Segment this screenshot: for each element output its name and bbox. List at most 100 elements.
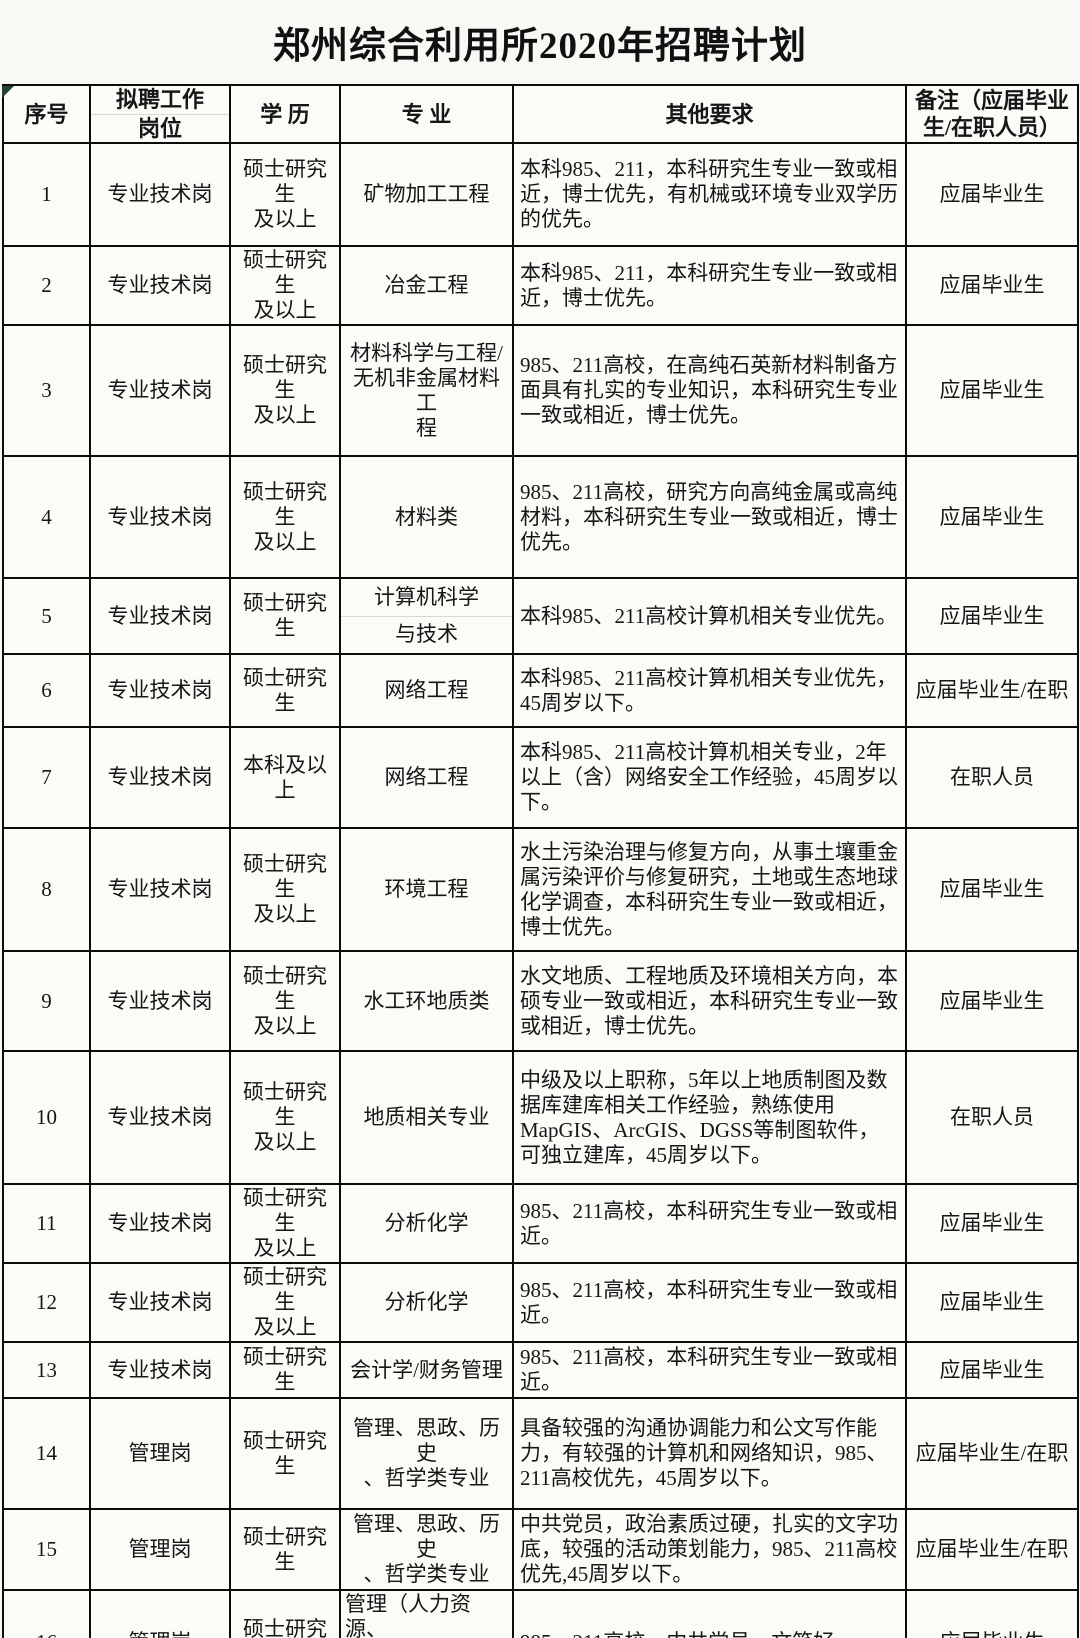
cell-post: 专业技术岗 bbox=[89, 1341, 231, 1399]
recruitment-table: 序号 拟聘工作 岗位 学 历 专 业 其他要求 备注（应届毕业 生/在职人员） … bbox=[2, 84, 1079, 1638]
cell-post: 专业技术岗 bbox=[89, 577, 231, 655]
cell-remark: 应届毕业生 bbox=[905, 142, 1079, 247]
cell-no: 4 bbox=[2, 455, 91, 579]
cell-major: 冶金工程 bbox=[339, 245, 514, 326]
cell-education: 硕士研究生 bbox=[229, 1589, 341, 1638]
cell-requirements: 中级及以上职称，5年以上地质制图及数据库建库相关工作经验，熟练使用MapGIS、… bbox=[512, 1050, 907, 1185]
header-index: 序号 bbox=[2, 84, 91, 144]
cell-major: 地质相关专业 bbox=[339, 1050, 514, 1185]
cell-education: 硕士研究生 及以上 bbox=[229, 324, 341, 457]
cell-post: 专业技术岗 bbox=[89, 950, 231, 1052]
cell-major: 管理（人力资源、 财务等）、中文、 会计。 bbox=[339, 1589, 514, 1638]
cell-remark: 应届毕业生/在职 bbox=[905, 1508, 1079, 1591]
cell-education: 硕士研究生 及以上 bbox=[229, 1183, 341, 1264]
header-position-line1: 拟聘工作 bbox=[92, 87, 228, 115]
cell-remark: 在职人员 bbox=[905, 1050, 1079, 1185]
header-other-requirements: 其他要求 bbox=[512, 84, 907, 144]
cell-education: 硕士研究生 bbox=[229, 577, 341, 655]
cell-no: 5 bbox=[2, 577, 91, 655]
cell-no: 9 bbox=[2, 950, 91, 1052]
table-row: 3 专业技术岗 硕士研究生 及以上 材料科学与工程/ 无机非金属材料工 程 98… bbox=[2, 324, 1079, 457]
cell-remark: 在职人员 bbox=[905, 726, 1079, 829]
table-row: 9 专业技术岗 硕士研究生 及以上 水工环地质类 水文地质、工程地质及环境相关方… bbox=[2, 950, 1079, 1052]
table-row: 8 专业技术岗 硕士研究生 及以上 环境工程 水土污染治理与修复方向，从事土壤重… bbox=[2, 827, 1079, 952]
cell-major: 分析化学 bbox=[339, 1262, 514, 1343]
cell-education: 硕士研究生 及以上 bbox=[229, 950, 341, 1052]
cell-no: 12 bbox=[2, 1262, 91, 1343]
table-row: 4 专业技术岗 硕士研究生 及以上 材料类 985、211高校，研究方向高纯金属… bbox=[2, 455, 1079, 579]
cell-remark: 应届毕业生 bbox=[905, 1183, 1079, 1264]
table-header-row: 序号 拟聘工作 岗位 学 历 专 业 其他要求 备注（应届毕业 生/在职人员） bbox=[2, 84, 1079, 144]
cell-post: 专业技术岗 bbox=[89, 726, 231, 829]
cell-requirements: 水文地质、工程地质及环境相关方向，本硕专业一致或相近，本科研究生专业一致或相近，… bbox=[512, 950, 907, 1052]
page-title: 郑州综合利用所2020年招聘计划 bbox=[273, 26, 807, 67]
cell-education: 硕士研究生 及以上 bbox=[229, 1262, 341, 1343]
cell-requirements: 985，211高校，中共党员，文笔好 。 bbox=[512, 1589, 907, 1638]
cell-requirements: 中共党员，政治素质过硬，扎实的文字功底，较强的活动策划能力，985、211高校优… bbox=[512, 1508, 907, 1591]
table-row: 7 专业技术岗 本科及以上 网络工程 本科985、211高校计算机相关专业，2年… bbox=[2, 726, 1079, 829]
cell-no: 11 bbox=[2, 1183, 91, 1264]
cell-requirements: 本科985、211，本科研究生专业一致或相近，博士优先，有机械或环境专业双学历的… bbox=[512, 142, 907, 247]
cell-remark: 应届毕业生 bbox=[905, 324, 1079, 457]
cell-post: 管理岗 bbox=[89, 1397, 231, 1510]
cell-no: 16 bbox=[2, 1589, 91, 1638]
cell-remark: 应届毕业生 bbox=[905, 827, 1079, 952]
cell-no: 14 bbox=[2, 1397, 91, 1510]
cell-no: 6 bbox=[2, 653, 91, 728]
table-row: 2 专业技术岗 硕士研究生 及以上 冶金工程 本科985、211，本科研究生专业… bbox=[2, 245, 1079, 326]
cell-requirements: 水土污染治理与修复方向，从事土壤重金属污染评价与修复研究，土地或生态地球化学调查… bbox=[512, 827, 907, 952]
cell-no: 7 bbox=[2, 726, 91, 829]
cell-major: 管理、思政、历史 、哲学类专业 bbox=[339, 1397, 514, 1510]
cell-no: 8 bbox=[2, 827, 91, 952]
cell-education: 硕士研究生 bbox=[229, 653, 341, 728]
cell-major: 环境工程 bbox=[339, 827, 514, 952]
cell-remark: 应届毕业生 bbox=[905, 950, 1079, 1052]
table-row: 13 专业技术岗 硕士研究生 会计学/财务管理 985、211高校，本科研究生专… bbox=[2, 1341, 1079, 1399]
cell-requirements: 本科985、211，本科研究生专业一致或相近，博士优先。 bbox=[512, 245, 907, 326]
cell-education: 硕士研究生 及以上 bbox=[229, 1050, 341, 1185]
cell-major-line1: 计算机科学 bbox=[342, 580, 511, 617]
table-row: 15 管理岗 硕士研究生 管理、思政、历史 、哲学类专业 中共党员，政治素质过硬… bbox=[2, 1508, 1079, 1591]
table-row: 12 专业技术岗 硕士研究生 及以上 分析化学 985、211高校，本科研究生专… bbox=[2, 1262, 1079, 1343]
cell-requirements: 985、211高校，在高纯石英新材料制备方面具有扎实的专业知识，本科研究生专业一… bbox=[512, 324, 907, 457]
cell-requirements: 985、211高校，本科研究生专业一致或相近。 bbox=[512, 1262, 907, 1343]
cell-major: 材料科学与工程/ 无机非金属材料工 程 bbox=[339, 324, 514, 457]
cell-post: 专业技术岗 bbox=[89, 1050, 231, 1185]
cell-post: 管理岗 bbox=[89, 1508, 231, 1591]
cell-post: 专业技术岗 bbox=[89, 653, 231, 728]
cell-education: 本科及以上 bbox=[229, 726, 341, 829]
cell-requirements: 本科985、211高校计算机相关专业优先。 bbox=[512, 577, 907, 655]
cell-education: 硕士研究生 bbox=[229, 1508, 341, 1591]
scan-artifact bbox=[2, 86, 14, 98]
cell-education: 硕士研究生 及以上 bbox=[229, 827, 341, 952]
cell-education: 硕士研究生 及以上 bbox=[229, 142, 341, 247]
cell-no: 2 bbox=[2, 245, 91, 326]
cell-major-line2: 与技术 bbox=[395, 622, 458, 647]
cell-major: 水工环地质类 bbox=[339, 950, 514, 1052]
cell-no: 1 bbox=[2, 142, 91, 247]
cell-requirements: 985、211高校，本科研究生专业一致或相近。 bbox=[512, 1341, 907, 1399]
table-row: 6 专业技术岗 硕士研究生 网络工程 本科985、211高校计算机相关专业优先，… bbox=[2, 653, 1079, 728]
cell-requirements: 985、211高校，研究方向高纯金属或高纯材料，本科研究生专业一致或相近，博士优… bbox=[512, 455, 907, 579]
cell-post: 管理岗 bbox=[89, 1589, 231, 1638]
cell-major: 矿物加工工程 bbox=[339, 142, 514, 247]
cell-post: 专业技术岗 bbox=[89, 1183, 231, 1264]
table-row: 5 专业技术岗 硕士研究生 计算机科学 与技术 本科985、211高校计算机相关… bbox=[2, 577, 1079, 655]
cell-no: 15 bbox=[2, 1508, 91, 1591]
header-position-line2: 岗位 bbox=[137, 115, 182, 141]
cell-remark: 应届毕业生/在职 bbox=[905, 1397, 1079, 1510]
cell-remark: 应届毕业生 bbox=[905, 245, 1079, 326]
cell-remark: 应届毕业生 bbox=[905, 577, 1079, 655]
header-position: 拟聘工作 岗位 bbox=[89, 84, 231, 144]
cell-major: 会计学/财务管理 bbox=[339, 1341, 514, 1399]
table-row: 1 专业技术岗 硕士研究生 及以上 矿物加工工程 本科985、211，本科研究生… bbox=[2, 142, 1079, 247]
cell-remark: 应届毕业生/在职 bbox=[905, 653, 1079, 728]
cell-major: 管理、思政、历史 、哲学类专业 bbox=[339, 1508, 514, 1591]
table-row: 10 专业技术岗 硕士研究生 及以上 地质相关专业 中级及以上职称，5年以上地质… bbox=[2, 1050, 1079, 1185]
cell-requirements: 本科985、211高校计算机相关专业优先，45周岁以下。 bbox=[512, 653, 907, 728]
cell-no: 3 bbox=[2, 324, 91, 457]
header-remark: 备注（应届毕业 生/在职人员） bbox=[905, 84, 1079, 144]
cell-major: 材料类 bbox=[339, 455, 514, 579]
cell-remark: 应届毕业生 bbox=[905, 1589, 1079, 1638]
